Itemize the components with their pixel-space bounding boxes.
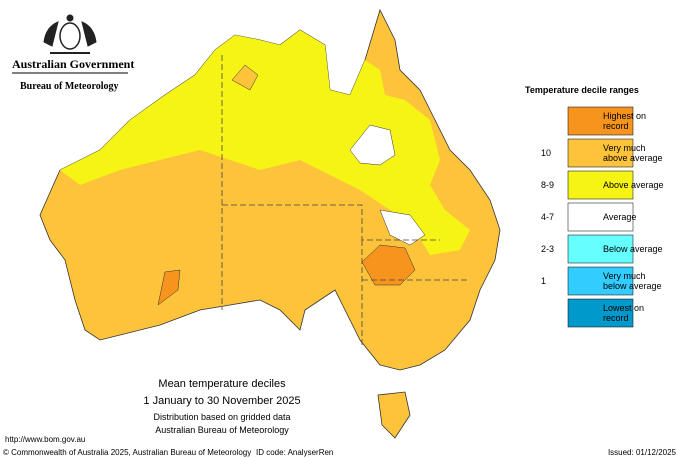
caption-source: Australian Bureau of Meteorology: [155, 425, 289, 435]
legend-title: Temperature decile ranges: [525, 85, 639, 95]
legend-label: above average: [603, 153, 663, 163]
legend-swatch: [567, 170, 634, 200]
footer-id: ID code: AnalyserRen: [256, 448, 333, 457]
footer-issued: Issued: 01/12/2025: [608, 448, 677, 457]
government: Australian Government: [12, 57, 134, 71]
legend-decile: 10: [541, 148, 551, 158]
caption-period: 1 January to 30 November 2025: [143, 395, 300, 407]
legend-swatch: [567, 138, 634, 168]
legend-label: record: [603, 313, 629, 323]
legend-decile: 4-7: [541, 212, 554, 222]
legend-swatch: [567, 298, 634, 328]
legend-label: Highest on: [603, 111, 646, 121]
legend-label: record: [603, 121, 629, 131]
coat-of-arms: [43, 14, 97, 54]
legend-decile: 1: [541, 276, 546, 286]
legend-swatch: [567, 106, 634, 136]
legend-label: Very much: [603, 143, 646, 153]
legend-label: Average: [603, 212, 636, 222]
caption-title: Mean temperature deciles: [158, 378, 286, 390]
legend: Temperature decile ranges Highest onreco…: [525, 85, 664, 328]
legend-label: Below average: [603, 244, 663, 254]
legend-label: Very much: [603, 271, 646, 281]
map: [39, 8, 501, 439]
legend-swatch: [567, 266, 634, 296]
legend-label: below average: [603, 281, 662, 291]
legend-swatch: [567, 234, 634, 264]
legend-label: Lowest on: [603, 303, 644, 313]
legend-swatch: [567, 202, 634, 232]
legend-decile: 2-3: [541, 244, 554, 254]
caption-note: Distribution based on gridded data: [153, 412, 290, 422]
footer-url: http://www.bom.gov.au: [5, 435, 85, 444]
legend-label: Above average: [603, 180, 664, 190]
footer-copyright: © Commonwealth of Australia 2025, Austra…: [3, 448, 251, 457]
legend-decile: 8-9: [541, 180, 554, 190]
agency: Bureau of Meteorology: [20, 81, 119, 92]
caption: Mean temperature deciles 1 January to 30…: [143, 378, 300, 435]
